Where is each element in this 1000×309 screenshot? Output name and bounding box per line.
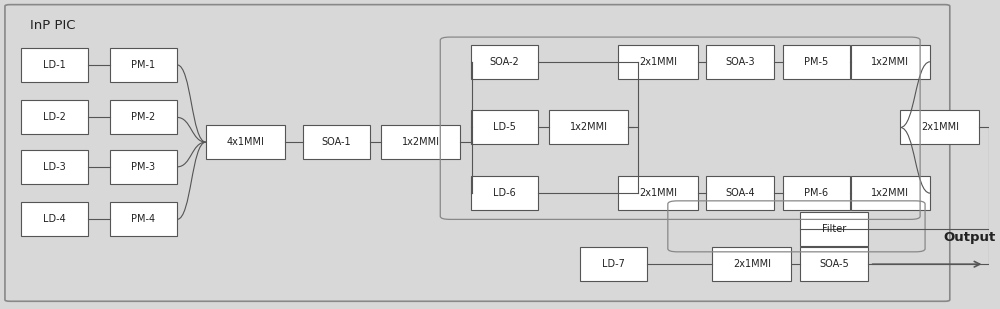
FancyBboxPatch shape (783, 176, 850, 210)
FancyBboxPatch shape (110, 48, 177, 82)
Text: InP PIC: InP PIC (30, 19, 75, 32)
FancyBboxPatch shape (21, 48, 88, 82)
Text: LD-4: LD-4 (43, 214, 66, 224)
Text: PM-2: PM-2 (131, 112, 156, 122)
Text: 1x2MMI: 1x2MMI (871, 57, 909, 67)
FancyBboxPatch shape (800, 212, 868, 246)
Text: SOA-5: SOA-5 (819, 259, 849, 269)
Text: SOA-1: SOA-1 (322, 137, 351, 147)
Text: Output: Output (943, 231, 996, 244)
FancyBboxPatch shape (851, 45, 930, 79)
Text: LD-1: LD-1 (43, 60, 66, 70)
FancyBboxPatch shape (618, 176, 698, 210)
Text: 2x1MMI: 2x1MMI (639, 188, 677, 198)
Text: 4x1MMI: 4x1MMI (226, 137, 264, 147)
FancyBboxPatch shape (618, 45, 698, 79)
Text: LD-3: LD-3 (43, 162, 66, 172)
FancyBboxPatch shape (549, 110, 628, 144)
FancyBboxPatch shape (21, 202, 88, 236)
FancyBboxPatch shape (21, 100, 88, 134)
Text: 2x1MMI: 2x1MMI (733, 259, 771, 269)
FancyBboxPatch shape (110, 100, 177, 134)
FancyBboxPatch shape (800, 247, 868, 281)
Text: 2x1MMI: 2x1MMI (639, 57, 677, 67)
Text: 1x2MMI: 1x2MMI (401, 137, 439, 147)
FancyBboxPatch shape (851, 176, 930, 210)
FancyBboxPatch shape (21, 150, 88, 184)
FancyBboxPatch shape (110, 150, 177, 184)
FancyBboxPatch shape (471, 176, 538, 210)
FancyBboxPatch shape (712, 247, 791, 281)
FancyBboxPatch shape (303, 125, 370, 159)
Text: LD-5: LD-5 (493, 122, 516, 132)
FancyBboxPatch shape (471, 45, 538, 79)
FancyBboxPatch shape (580, 247, 647, 281)
Text: SOA-2: SOA-2 (490, 57, 519, 67)
Text: PM-1: PM-1 (131, 60, 156, 70)
FancyBboxPatch shape (900, 111, 979, 145)
FancyBboxPatch shape (783, 45, 850, 79)
FancyBboxPatch shape (471, 110, 538, 144)
FancyBboxPatch shape (381, 125, 460, 159)
Text: PM-4: PM-4 (131, 214, 156, 224)
Text: SOA-3: SOA-3 (725, 57, 755, 67)
Text: PM-5: PM-5 (804, 57, 828, 67)
FancyBboxPatch shape (706, 45, 774, 79)
Text: PM-3: PM-3 (131, 162, 156, 172)
Text: LD-7: LD-7 (602, 259, 625, 269)
Text: SOA-4: SOA-4 (725, 188, 755, 198)
Text: LD-6: LD-6 (493, 188, 516, 198)
FancyBboxPatch shape (110, 202, 177, 236)
FancyBboxPatch shape (206, 125, 285, 159)
Text: LD-2: LD-2 (43, 112, 66, 122)
Text: 1x2MMI: 1x2MMI (570, 122, 608, 132)
Text: PM-6: PM-6 (804, 188, 828, 198)
Text: 2x1MMI: 2x1MMI (921, 122, 959, 133)
Text: 1x2MMI: 1x2MMI (871, 188, 909, 198)
FancyBboxPatch shape (5, 5, 950, 301)
FancyBboxPatch shape (706, 176, 774, 210)
Text: Filter: Filter (822, 224, 846, 234)
